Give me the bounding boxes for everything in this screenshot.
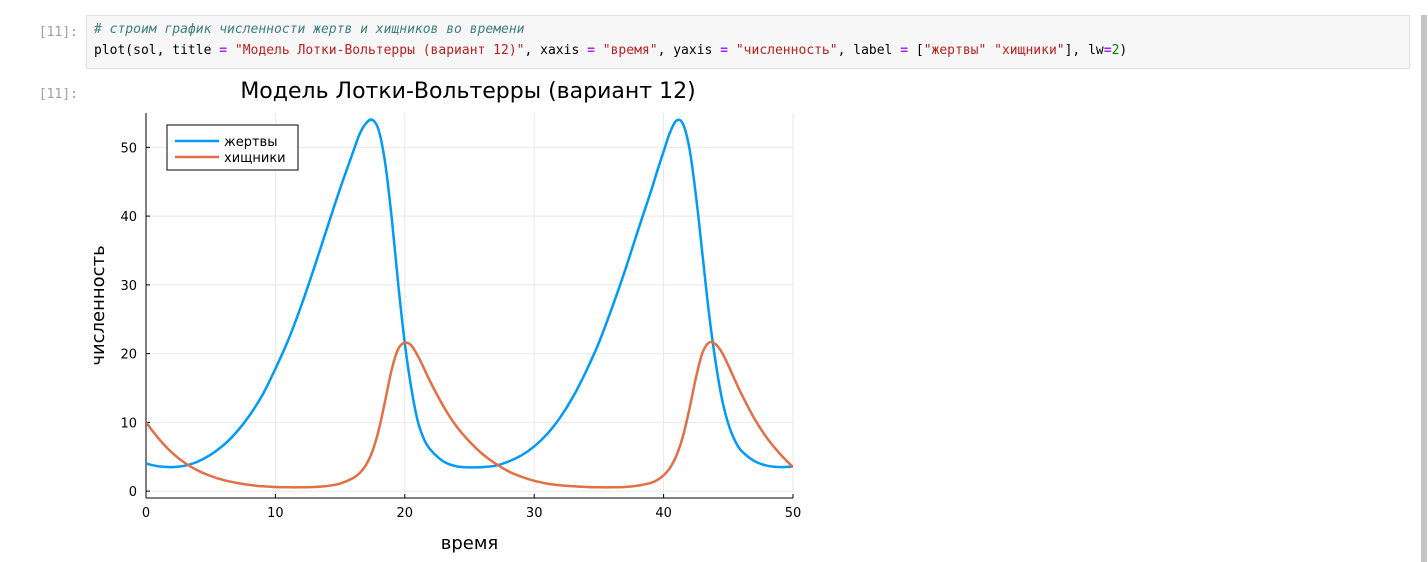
code-text: , yaxis [657, 43, 721, 58]
x-tick-label: 20 [397, 506, 414, 521]
code-text [986, 43, 994, 58]
code-operator: = [720, 43, 729, 58]
legend-box [166, 124, 299, 171]
x-tick-label: 0 [142, 506, 150, 521]
code-cell-input[interactable]: # строим график численности жертв и хищн… [86, 15, 1410, 69]
x-tick-label: 30 [526, 506, 543, 521]
code-text [728, 43, 736, 58]
code-text [227, 43, 235, 58]
code-operator: = [900, 43, 909, 58]
lotka-volterra-chart: 0 10 20 30 40 50 0 10 20 30 40 50 Модель Лотки-Вольт… [88, 79, 802, 554]
code-string: "численность" [735, 43, 838, 58]
y-tick-label: 0 [129, 485, 137, 500]
code-text: , xaxis [524, 43, 588, 58]
series-line-predator [146, 340, 793, 489]
y-axis-label: численность [88, 245, 109, 365]
code-operator: = [1103, 43, 1112, 58]
x-tick-label: 40 [655, 506, 672, 521]
code-string: "Модель Лотки-Вольтерры (вариант 12)" [234, 43, 525, 58]
code-operator: = [587, 43, 595, 58]
x-tick-label: 10 [267, 506, 284, 521]
input-prompt: [11]: [38, 25, 78, 40]
series-line-prey [146, 118, 793, 469]
chart-title: Модель Лотки-Вольтерры (вариант 12) [240, 79, 695, 104]
code-text: [ [908, 43, 924, 58]
code-string: "хищники" [994, 43, 1065, 58]
x-tick-label: 50 [785, 506, 802, 521]
output-prompt: [11]: [38, 87, 78, 102]
scrollbar[interactable] [1421, 15, 1427, 562]
code-number: 2 [1111, 43, 1120, 58]
scrollbar-thumb[interactable] [1421, 15, 1427, 562]
code-text: ], lw [1064, 43, 1104, 58]
y-tick-label: 40 [120, 210, 137, 225]
code-line: plot(sol, title = "Модель Лотки-Вольтерр… [94, 43, 1127, 58]
code-string: "жертвы" [923, 43, 987, 58]
code-comment: # строим график численности жертв и хищн… [94, 22, 525, 37]
legend-label: жертвы [224, 135, 277, 150]
code-text: ) [1119, 43, 1128, 58]
code-text: , label [837, 43, 901, 58]
x-axis-label: время [441, 533, 499, 554]
code-operator: = [219, 43, 228, 58]
code-text [595, 43, 603, 58]
y-tick-label: 20 [120, 348, 137, 363]
y-tick-label: 10 [120, 416, 137, 431]
legend-label: хищники [224, 151, 286, 166]
code-text: plot(sol, title [94, 43, 220, 58]
y-tick-label: 30 [120, 279, 137, 294]
code-string: "время" [602, 43, 658, 58]
y-tick-label: 50 [120, 141, 137, 156]
